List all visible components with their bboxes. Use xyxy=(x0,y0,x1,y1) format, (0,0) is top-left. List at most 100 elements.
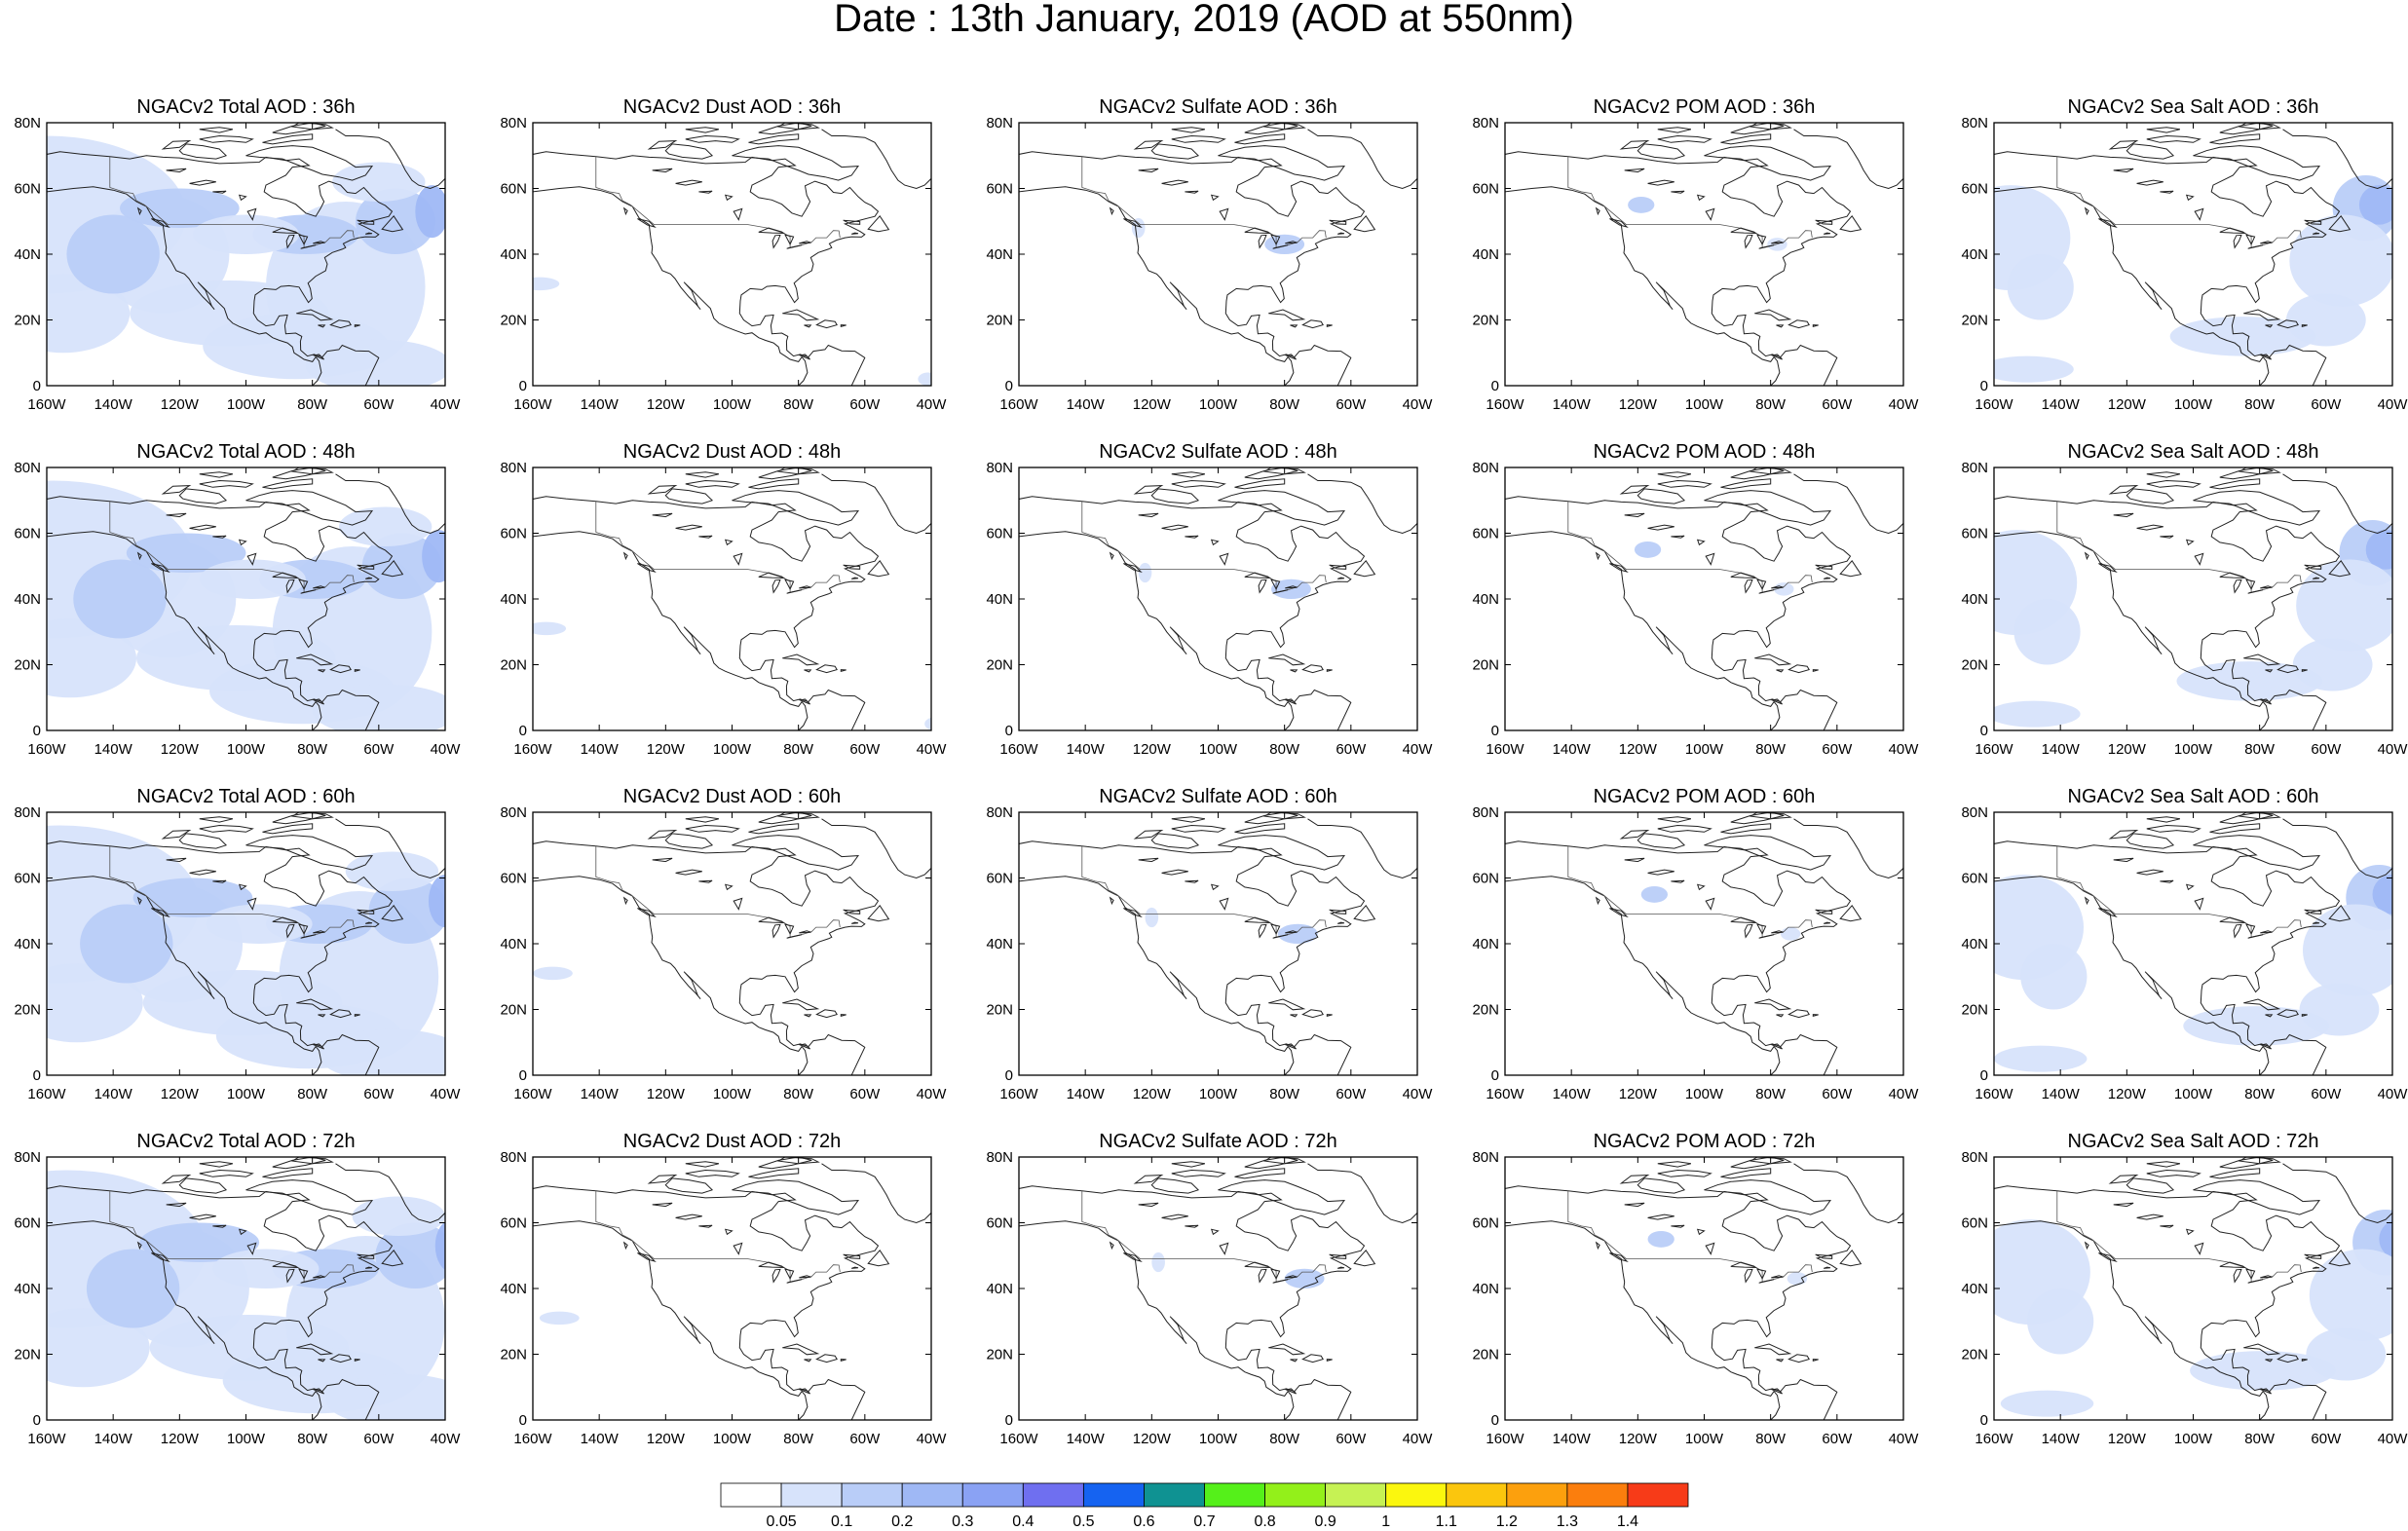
island xyxy=(2265,1359,2274,1363)
lon-tick-label: 140W xyxy=(1067,741,1106,758)
island xyxy=(2328,1249,2352,1267)
lake xyxy=(724,194,734,202)
panel-title: NGACv2 Sulfate AOD : 48h xyxy=(1099,441,1337,463)
island xyxy=(637,1252,657,1262)
lake xyxy=(2260,585,2273,589)
greenland-coast xyxy=(821,818,931,879)
map-panel: 80N 60N 40N 20N 0 160W 140W 120W 100W 80W 60W 40W NG… xyxy=(1472,96,1919,413)
lat-tick-label: 80N xyxy=(1472,115,1499,131)
island xyxy=(1720,133,1772,145)
colorbar-swatch xyxy=(901,1482,963,1508)
aod-blob xyxy=(312,684,445,730)
island xyxy=(354,669,360,672)
aod-field xyxy=(533,966,573,981)
aod-blob xyxy=(918,372,931,386)
coastlines xyxy=(1505,467,1903,730)
island xyxy=(1824,921,1831,924)
island xyxy=(1657,134,1712,143)
lon-tick-label: 100W xyxy=(1199,1086,1238,1102)
lon-tick-label: 80W xyxy=(2244,741,2276,758)
island xyxy=(2243,1343,2281,1356)
greenland-coast xyxy=(2282,129,2392,190)
island xyxy=(1244,123,1298,135)
island xyxy=(1595,1241,1600,1251)
lake xyxy=(784,234,795,246)
greenland-coast xyxy=(335,129,445,190)
lat-tick-label: 40N xyxy=(500,1281,527,1297)
lat-tick-label: 20N xyxy=(1472,313,1499,329)
aod-blob xyxy=(2289,214,2392,307)
panel-title: NGACv2 Total AOD : 72h xyxy=(136,1131,355,1152)
island xyxy=(647,830,678,840)
lake xyxy=(784,579,795,591)
island xyxy=(2098,1252,2118,1262)
island xyxy=(1637,833,1686,849)
lake xyxy=(312,1043,324,1050)
lake xyxy=(698,535,713,539)
island xyxy=(1754,653,1792,666)
island xyxy=(2243,309,2281,321)
map-panel: 80N 60N 40N 20N 0 160W 140W 120W 100W 80W 60W 40W NG… xyxy=(1961,441,2408,758)
island xyxy=(161,1175,192,1184)
island xyxy=(804,324,812,328)
island xyxy=(365,921,373,924)
aod-blob xyxy=(368,878,445,944)
panel-title: NGACv2 Dust AOD : 72h xyxy=(623,1131,841,1152)
island xyxy=(2108,1175,2139,1184)
island xyxy=(2219,123,2274,135)
panel-title: NGACv2 Dust AOD : 36h xyxy=(623,96,841,118)
island xyxy=(815,1009,838,1019)
aod-blob xyxy=(345,851,439,891)
lake xyxy=(1185,879,1199,883)
island xyxy=(1754,309,1792,321)
lon-tick-label: 120W xyxy=(647,1086,686,1102)
colorbar-swatch xyxy=(961,1482,1024,1508)
lake xyxy=(1756,1268,1767,1281)
island xyxy=(262,133,314,145)
lat-tick-label: 40N xyxy=(1961,1281,1988,1297)
island xyxy=(804,1359,812,1363)
island xyxy=(637,563,657,573)
aod-blob xyxy=(352,1196,445,1236)
island xyxy=(2304,564,2322,570)
island xyxy=(685,1169,740,1177)
island xyxy=(1171,816,1206,823)
island xyxy=(290,1157,334,1165)
map-background xyxy=(1505,1157,1903,1420)
pacific-coast xyxy=(1505,1220,1781,1420)
aod-blob xyxy=(80,904,173,984)
lake xyxy=(1185,535,1199,539)
coastlines xyxy=(533,467,931,730)
aod-blob xyxy=(319,1028,445,1075)
aod-blob xyxy=(2013,599,2081,665)
panel-title: NGACv2 Sea Salt AOD : 60h xyxy=(2068,786,2319,807)
island xyxy=(851,577,859,579)
island xyxy=(1329,909,1347,915)
aod-field xyxy=(1145,907,1318,944)
island xyxy=(1109,206,1114,216)
greenland-coast xyxy=(1793,1163,1903,1224)
island xyxy=(151,1252,170,1262)
lat-tick-label: 40N xyxy=(1472,246,1499,263)
lake xyxy=(189,179,216,186)
map-panel: 80N 60N 40N 20N 0 160W 140W 120W 100W 80W 60W 40W NG… xyxy=(1961,786,2408,1102)
island xyxy=(637,218,657,228)
map-background xyxy=(533,1157,931,1420)
lake xyxy=(724,883,734,891)
lake xyxy=(246,897,257,911)
pacific-coast xyxy=(1505,876,1781,1075)
lake xyxy=(1758,1279,1775,1284)
lon-tick-label: 100W xyxy=(1199,1431,1238,1447)
island xyxy=(1776,1014,1785,1018)
aod-field xyxy=(1647,1230,1808,1286)
aod-field xyxy=(1640,885,1801,941)
greenland-coast xyxy=(1307,129,1417,190)
lon-tick-label: 80W xyxy=(2244,1431,2276,1447)
island xyxy=(2276,664,2299,674)
lake xyxy=(1285,1275,1298,1279)
lake xyxy=(166,168,187,173)
lake xyxy=(238,539,247,546)
colorbar-label: 0.8 xyxy=(1254,1513,1275,1530)
island xyxy=(1329,564,1347,570)
island xyxy=(1619,140,1650,150)
